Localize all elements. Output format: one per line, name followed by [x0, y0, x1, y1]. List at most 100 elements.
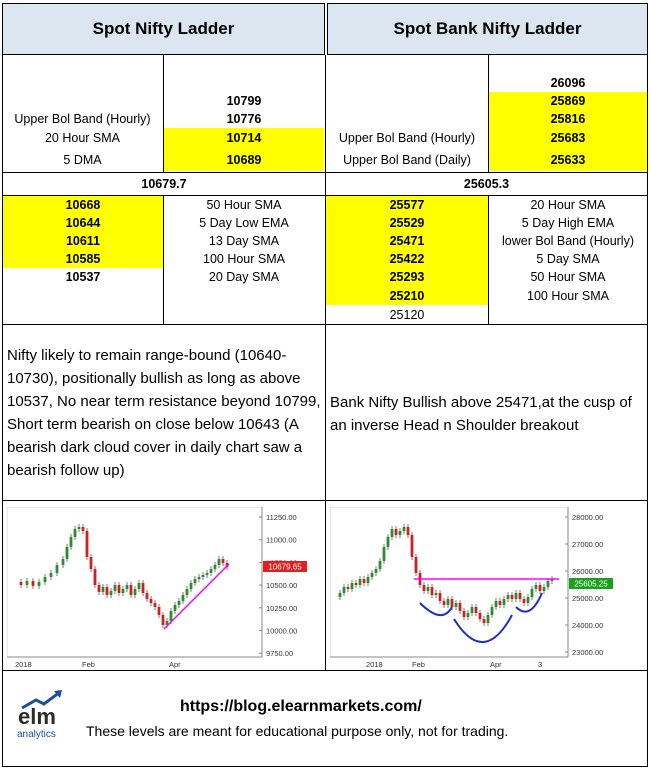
bn-candle-body	[398, 531, 402, 535]
nifty-candle-body	[37, 582, 41, 586]
bn-candle-body	[458, 603, 462, 611]
nifty-price-tag-bg	[263, 561, 307, 572]
banknifty-price-chart: 28000.00 27000.00 26000.00 25000.00 24000.00…	[330, 507, 613, 669]
nifty-lower-value-3: 10585	[3, 250, 163, 268]
bn-y-tick-label: 23000.00	[572, 648, 603, 657]
frame-left	[2, 55, 3, 767]
bn-lower-label-5: 100 Hour SMA	[527, 288, 609, 303]
bn-x-tick-3: 3	[538, 660, 542, 669]
nifty-candle-body	[25, 581, 29, 585]
bn-candle-body	[402, 527, 406, 531]
bn-lower-divider	[488, 196, 489, 324]
bn-candle-body	[530, 589, 534, 597]
nifty-candle-body	[181, 595, 185, 601]
bn-candle-body	[498, 601, 502, 605]
bn-candle-body	[482, 619, 486, 623]
nifty-y-tick-label: 9750.00	[266, 649, 293, 658]
bn-upper-value-4: 25633	[489, 148, 647, 171]
bn-candle-body	[510, 595, 514, 599]
bn-lower-label-2: lower Bol Band (Hourly)	[502, 234, 634, 248]
nifty-candle-body	[129, 585, 133, 595]
bn-candle-body	[446, 599, 450, 605]
nifty-ladder-header: Spot Nifty Ladder	[2, 3, 325, 55]
nifty-candle-body	[157, 607, 161, 615]
bn-candle-body	[346, 587, 350, 589]
nifty-candle-body	[169, 611, 173, 621]
nifty-candle-body	[85, 531, 89, 557]
bn-candle-body	[490, 607, 494, 615]
bn-y-tick-label: 24000.00	[572, 621, 603, 630]
bn-candle-body	[406, 527, 410, 535]
footer-top	[2, 670, 648, 671]
nifty-candle-body	[43, 577, 47, 582]
nifty-candle-body	[217, 559, 221, 565]
nifty-y-tick-label: 10000.00	[266, 627, 297, 636]
bn-price-tag-bg	[569, 578, 613, 589]
bn-upper-label-3: Upper Bol Band (Hourly)	[338, 131, 476, 145]
nifty-candle-body	[109, 591, 113, 595]
bn-candle-body	[350, 583, 354, 589]
bn-lower-label-1: 5 Day High EMA	[521, 216, 615, 230]
nifty-candle-body	[49, 573, 53, 577]
bn-candle-body	[362, 579, 366, 583]
disclaimer-text: These levels are meant for educational p…	[86, 723, 509, 739]
bn-price-tag: 25605.25	[574, 580, 608, 589]
bn-upper-divider	[488, 55, 489, 172]
nifty-y-tick-label: 10250.00	[266, 604, 297, 613]
bn-candle-body	[494, 601, 498, 607]
bn-candle-body	[434, 593, 438, 595]
bn-lower-value-2: 25471	[326, 232, 488, 250]
bn-candle-body	[478, 613, 482, 619]
nifty-candle-body	[153, 603, 157, 607]
bn-upper-value-3: 25683	[489, 128, 647, 148]
nifty-candle-body	[55, 565, 59, 573]
bn-candle-body	[366, 577, 370, 583]
nifty-candle-body	[145, 593, 149, 599]
logo-arrow-icon	[21, 690, 62, 710]
bn-y-tick-label: 26000.00	[572, 567, 603, 576]
nifty-candle-body	[161, 615, 165, 625]
nifty-x-tick-2018: 2018	[15, 660, 32, 669]
bn-candle-body	[502, 599, 506, 605]
nifty-y-tick-label: 11250.00	[266, 513, 297, 522]
nifty-candle-body	[213, 565, 217, 569]
nifty-candle-body	[73, 529, 77, 537]
nifty-x-tick-apr: Apr	[169, 660, 181, 669]
bn-candle-body	[518, 593, 522, 599]
bn-candle-body	[486, 615, 490, 623]
nifty-spot-value: 10679.7	[141, 177, 187, 191]
nifty-candle-body	[121, 589, 125, 593]
bn-candle-body	[394, 529, 398, 535]
bn-lower-value-3: 25422	[326, 250, 488, 268]
nifty-lower-value-2: 10611	[3, 232, 163, 250]
nifty-candle-body	[201, 575, 205, 577]
nifty-upper-value-3: 10714	[164, 128, 324, 148]
banknifty-commentary: Bank Nifty Bullish above 25471,at the cu…	[330, 394, 632, 434]
bn-left-shoulder-arc	[419, 602, 453, 616]
nifty-lower-value-1: 10644	[3, 214, 163, 232]
nifty-candle-body	[31, 581, 35, 586]
bn-candle-body	[410, 535, 414, 557]
nifty-spot-bottom	[2, 195, 325, 196]
blog-url-link[interactable]: https://blog.elearnmarkets.com/	[180, 698, 422, 715]
bn-candle-body	[538, 585, 542, 591]
nifty-candle-body	[65, 547, 69, 559]
bn-candle-body	[374, 569, 378, 573]
frame-right	[647, 55, 648, 767]
nifty-upper-divider	[163, 55, 164, 172]
bn-spot-value: 25605.3	[463, 177, 510, 191]
nifty-upper-label-4: 5 DMA	[63, 152, 102, 167]
nifty-x-tick-feb: Feb	[82, 660, 95, 669]
nifty-lower-label-1: 5 Day Low EMA	[199, 216, 289, 230]
nifty-candle-body	[61, 559, 65, 565]
nifty-lower-label-0: 50 Hour SMA	[206, 198, 282, 212]
nifty-candle-body	[113, 585, 117, 591]
bn-candle-body	[430, 587, 434, 595]
bn-candle-body	[462, 611, 466, 617]
nifty-candle-body	[221, 559, 225, 563]
bn-spot-bottom	[325, 195, 648, 196]
nifty-price-chart: 11250.0011000.0010750.0010500.0010250.00…	[7, 507, 307, 669]
nifty-trend-line	[163, 563, 230, 630]
bn-candle-body	[466, 613, 470, 617]
bn-candle-body	[526, 597, 530, 603]
